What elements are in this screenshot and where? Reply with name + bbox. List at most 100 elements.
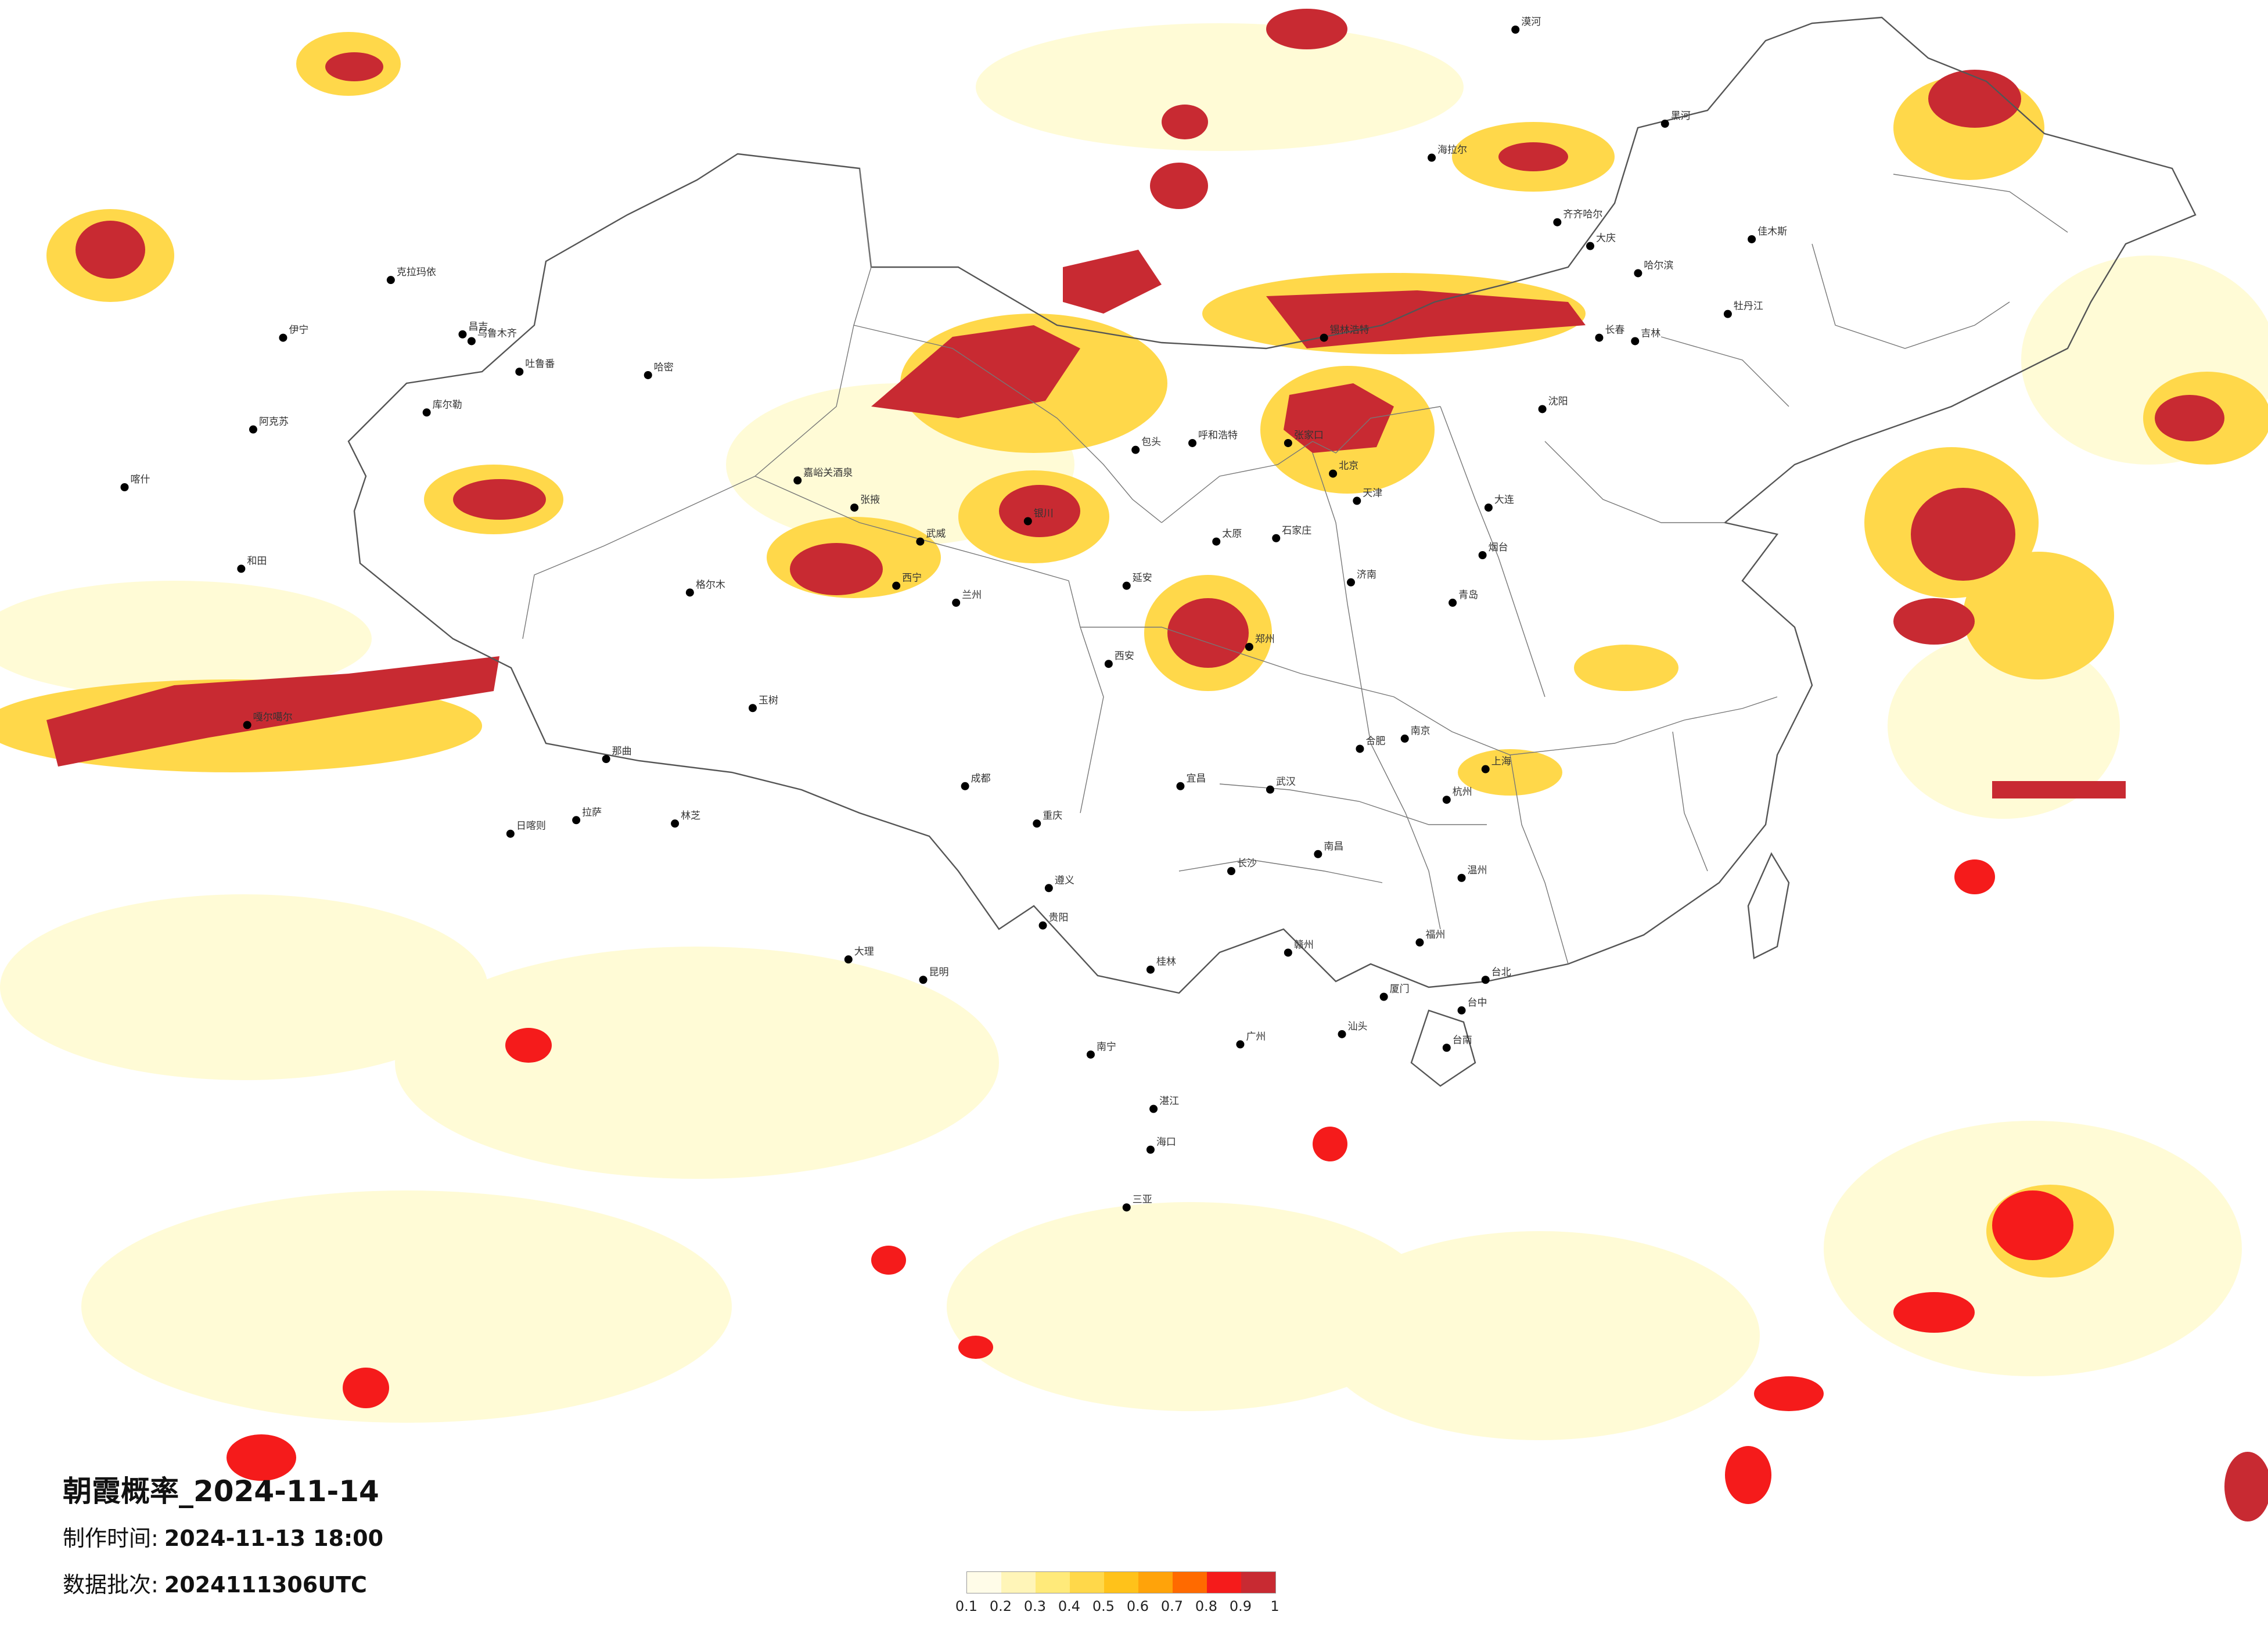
city-label: 西宁 [902, 573, 922, 584]
city-dot [1122, 581, 1131, 590]
city-dot [1595, 333, 1604, 342]
city-label: 青岛 [1458, 589, 1478, 601]
city-dot [1415, 938, 1424, 947]
city-dot [844, 955, 853, 964]
city-marker: 玉树 [749, 695, 778, 713]
city-label: 库尔勒 [433, 399, 462, 411]
city-dot [671, 819, 680, 828]
legend-swatch [1207, 1572, 1241, 1593]
city-dot [1146, 965, 1155, 974]
city-marker: 赣州 [1284, 939, 1314, 957]
city-dot [243, 721, 251, 729]
city-label: 西安 [1115, 650, 1134, 662]
city-marker: 贵阳 [1038, 912, 1069, 930]
city-label: 杭州 [1453, 786, 1472, 798]
legend-swatch [1036, 1572, 1070, 1593]
city-dot [1104, 660, 1113, 668]
city-dot [1353, 497, 1361, 505]
china-outline [347, 16, 2197, 1087]
city-dot [1338, 1030, 1346, 1038]
city-dot [1634, 269, 1642, 278]
city-label: 南京 [1411, 725, 1430, 737]
city-dot [467, 337, 476, 346]
city-marker: 兰州 [952, 589, 982, 607]
city-label: 吉林 [1641, 328, 1660, 339]
legend-swatch [1173, 1572, 1207, 1593]
city-marker: 拉萨 [572, 807, 602, 825]
city-label: 张掖 [860, 494, 880, 506]
city-label: 延安 [1133, 573, 1152, 584]
city-marker: 阿克苏 [249, 416, 289, 434]
city-label: 郑州 [1255, 634, 1275, 645]
city-marker: 太原 [1212, 528, 1242, 546]
city-dot [793, 476, 802, 485]
city-dot [1400, 734, 1409, 743]
city-marker: 昆明 [919, 966, 949, 984]
city-marker: 济南 [1347, 569, 1376, 587]
city-dot [1212, 537, 1221, 546]
data-batch-label: 数据批次: [63, 1572, 159, 1598]
city-dot [1428, 153, 1436, 162]
city-dot [1266, 785, 1274, 794]
city-dot [1023, 517, 1032, 526]
city-dot [916, 537, 925, 546]
city-dot [1314, 850, 1322, 858]
city-label: 昌吉 [468, 321, 488, 333]
city-marker: 遵义 [1044, 875, 1074, 893]
city-marker: 呼和浩特 [1188, 430, 1238, 447]
city-dot [1236, 1040, 1245, 1049]
city-label: 天津 [1363, 487, 1382, 499]
city-marker: 武威 [916, 528, 946, 546]
legend-swatch [1104, 1572, 1138, 1593]
city-label: 烟台 [1489, 542, 1508, 553]
city-marker: 温州 [1457, 865, 1487, 882]
city-label: 嘎尔噶尔 [253, 712, 293, 724]
city-marker: 郑州 [1245, 634, 1275, 651]
city-marker: 林芝 [671, 810, 700, 828]
city-marker: 延安 [1122, 573, 1152, 590]
city-marker: 广州 [1236, 1031, 1266, 1049]
city-marker: 黑河 [1660, 110, 1691, 128]
legend-label: 0.6 [1126, 1598, 1149, 1614]
city-label: 北京 [1339, 461, 1358, 472]
city-label: 太原 [1222, 528, 1242, 540]
city-dot [1538, 405, 1547, 413]
city-label: 温州 [1468, 865, 1487, 876]
city-dot [961, 782, 969, 790]
city-marker: 海拉尔 [1428, 145, 1467, 162]
city-marker: 青岛 [1448, 589, 1478, 607]
city-dot [1448, 598, 1457, 607]
color-legend-labels: 0.1 0.2 0.3 0.4 0.5 0.6 0.7 0.8 0.9 1 [949, 1598, 1327, 1621]
city-marker: 宜昌 [1176, 773, 1206, 790]
city-dot [850, 503, 859, 512]
city-marker: 西宁 [892, 573, 922, 590]
city-dot [1272, 534, 1281, 542]
city-marker: 昌吉 [458, 321, 488, 339]
city-marker: 哈尔滨 [1634, 260, 1673, 278]
city-marker: 湛江 [1149, 1096, 1179, 1113]
city-dot [1038, 921, 1047, 930]
city-dot [1553, 218, 1562, 226]
city-dot [1033, 819, 1041, 828]
city-dot [1748, 235, 1756, 243]
city-label: 黑河 [1671, 110, 1691, 122]
city-label: 日喀则 [516, 821, 546, 832]
legend-label: 0.2 [989, 1598, 1012, 1614]
production-time-value: 2024-11-13 18:00 [164, 1526, 384, 1551]
city-label: 伊宁 [289, 325, 308, 336]
city-label: 长沙 [1237, 858, 1257, 869]
city-marker: 汕头 [1338, 1021, 1368, 1038]
city-dot [1481, 765, 1490, 774]
city-marker: 重庆 [1033, 810, 1062, 828]
city-marker: 长春 [1595, 325, 1624, 342]
city-label: 格尔木 [696, 579, 725, 591]
city-dot [1320, 333, 1328, 342]
city-dot [422, 408, 431, 417]
city-marker: 日喀则 [506, 821, 546, 838]
city-dot [1631, 337, 1640, 346]
city-dot [1457, 873, 1466, 882]
legend-label: 0.7 [1160, 1598, 1184, 1614]
city-dot [249, 425, 257, 434]
city-dot [506, 829, 515, 838]
data-batch: 数据批次: 2024111306UTC [63, 1567, 367, 1599]
